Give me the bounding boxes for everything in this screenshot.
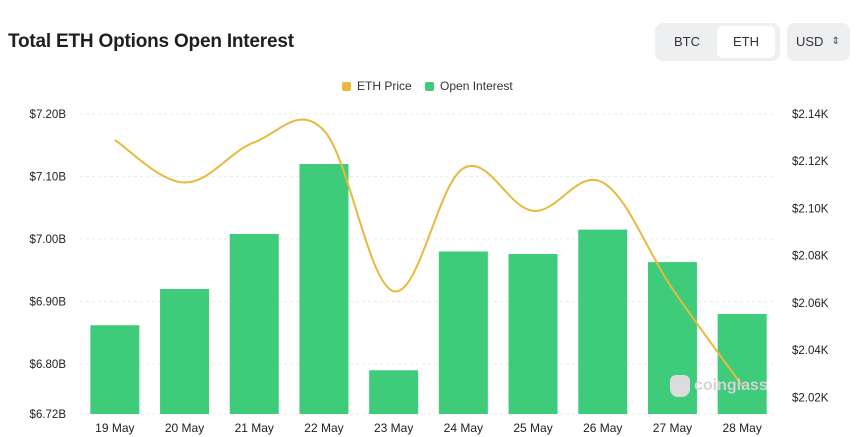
y-right-tick-label: $2.14K [792, 109, 829, 121]
y-right-tick-label: $2.10K [792, 203, 829, 215]
bar-open-interest [717, 314, 767, 414]
updown-chevron-icon: ⇕ [831, 36, 840, 47]
bar-open-interest [229, 234, 279, 414]
y-left-tick-label: $7.00B [30, 234, 67, 246]
bar-open-interest [438, 251, 488, 414]
bar-open-interest [369, 370, 419, 414]
y-right-tick-label: $2.04K [792, 345, 829, 357]
x-tick-label: 27 May [653, 421, 692, 435]
page-title: Total ETH Options Open Interest [8, 31, 294, 52]
btc-toggle-button[interactable]: BTC [674, 34, 700, 49]
chart-legend: ETH Price Open Interest [342, 79, 523, 94]
bar-series [90, 164, 767, 414]
y-right-tick-label: $2.08K [792, 251, 829, 263]
x-axis-ticks: 19 May 20 May 21 May 22 May 23 May 24 May 25 M… [95, 421, 762, 435]
legend-swatch-price [342, 81, 351, 91]
bar-open-interest [299, 164, 349, 414]
bar-open-interest [578, 229, 628, 414]
legend-label-price: ETH Price [357, 79, 412, 93]
x-tick-label: 24 May [444, 421, 483, 435]
y-left-tick-label: $6.90B [30, 297, 67, 309]
asset-toggle: BTC ETH [655, 23, 780, 61]
line-series [114, 118, 743, 387]
x-tick-label: 19 May [95, 421, 134, 435]
watermark: coinglass [670, 375, 768, 397]
legend-item-open-interest[interactable]: Open Interest [425, 79, 513, 93]
legend-item-price[interactable]: ETH Price [342, 79, 412, 93]
x-tick-label: 26 May [583, 421, 622, 435]
watermark-text: coinglass [694, 377, 768, 395]
x-tick-label: 22 May [304, 421, 343, 435]
y-left-tick-label: $7.20B [30, 109, 67, 121]
y-right-tick-label: $2.12K [792, 156, 829, 168]
y-left-tick-label: $6.72B [30, 409, 67, 421]
bar-open-interest [160, 289, 210, 414]
currency-select[interactable]: USD ⇕ [787, 23, 850, 61]
coinglass-logo-icon [670, 375, 690, 397]
eth-price-line [114, 118, 743, 387]
y-right-tick-label: $2.02K [792, 392, 829, 404]
y-left-tick-label: $7.10B [30, 172, 67, 184]
right-axis-ticks: $2.14K $2.12K $2.10K $2.08K $2.06K $2.04K $2.0… [792, 109, 829, 404]
bar-open-interest [90, 325, 140, 414]
x-tick-label: 25 May [513, 421, 552, 435]
legend-label-open-interest: Open Interest [440, 79, 513, 93]
currency-label: USD [796, 34, 824, 49]
y-right-tick-label: $2.06K [792, 298, 829, 310]
x-tick-label: 28 May [722, 421, 761, 435]
legend-swatch-open-interest [425, 81, 435, 91]
y-left-tick-label: $6.80B [30, 359, 67, 371]
bar-open-interest [508, 254, 558, 414]
left-axis-ticks: $7.20B $7.10B $7.00B $6.90B $6.80B $6.72B [30, 109, 67, 421]
x-tick-label: 23 May [374, 421, 413, 435]
eth-toggle-button[interactable]: ETH [717, 26, 775, 58]
x-tick-label: 21 May [235, 421, 274, 435]
x-tick-label: 20 May [165, 421, 204, 435]
